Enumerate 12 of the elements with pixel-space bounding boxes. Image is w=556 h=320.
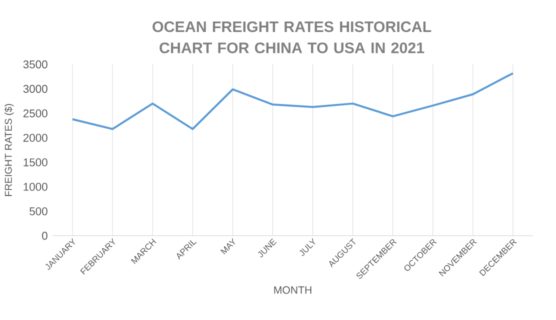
line-series bbox=[72, 72, 514, 130]
x-axis-title: MONTH bbox=[274, 286, 312, 294]
y-tick-label: 1500 bbox=[24, 158, 48, 166]
y-tick-label: 3500 bbox=[23, 60, 48, 68]
y-tick-label: 2000 bbox=[23, 134, 48, 142]
y-tick-label: 1000 bbox=[24, 182, 48, 191]
y-tick-label: 2500 bbox=[23, 109, 48, 118]
y-tick-label: 3000 bbox=[23, 84, 48, 93]
y-tick-label: 500 bbox=[30, 207, 48, 216]
y-axis-title: FREIGHT RATES ($) bbox=[4, 104, 14, 196]
y-tick-label: 0 bbox=[42, 232, 48, 240]
chart-title: OCEAN FREIGHT RATES HISTORICAL CHART FOR CHINA TO USA IN 2021 bbox=[152, 21, 432, 54]
